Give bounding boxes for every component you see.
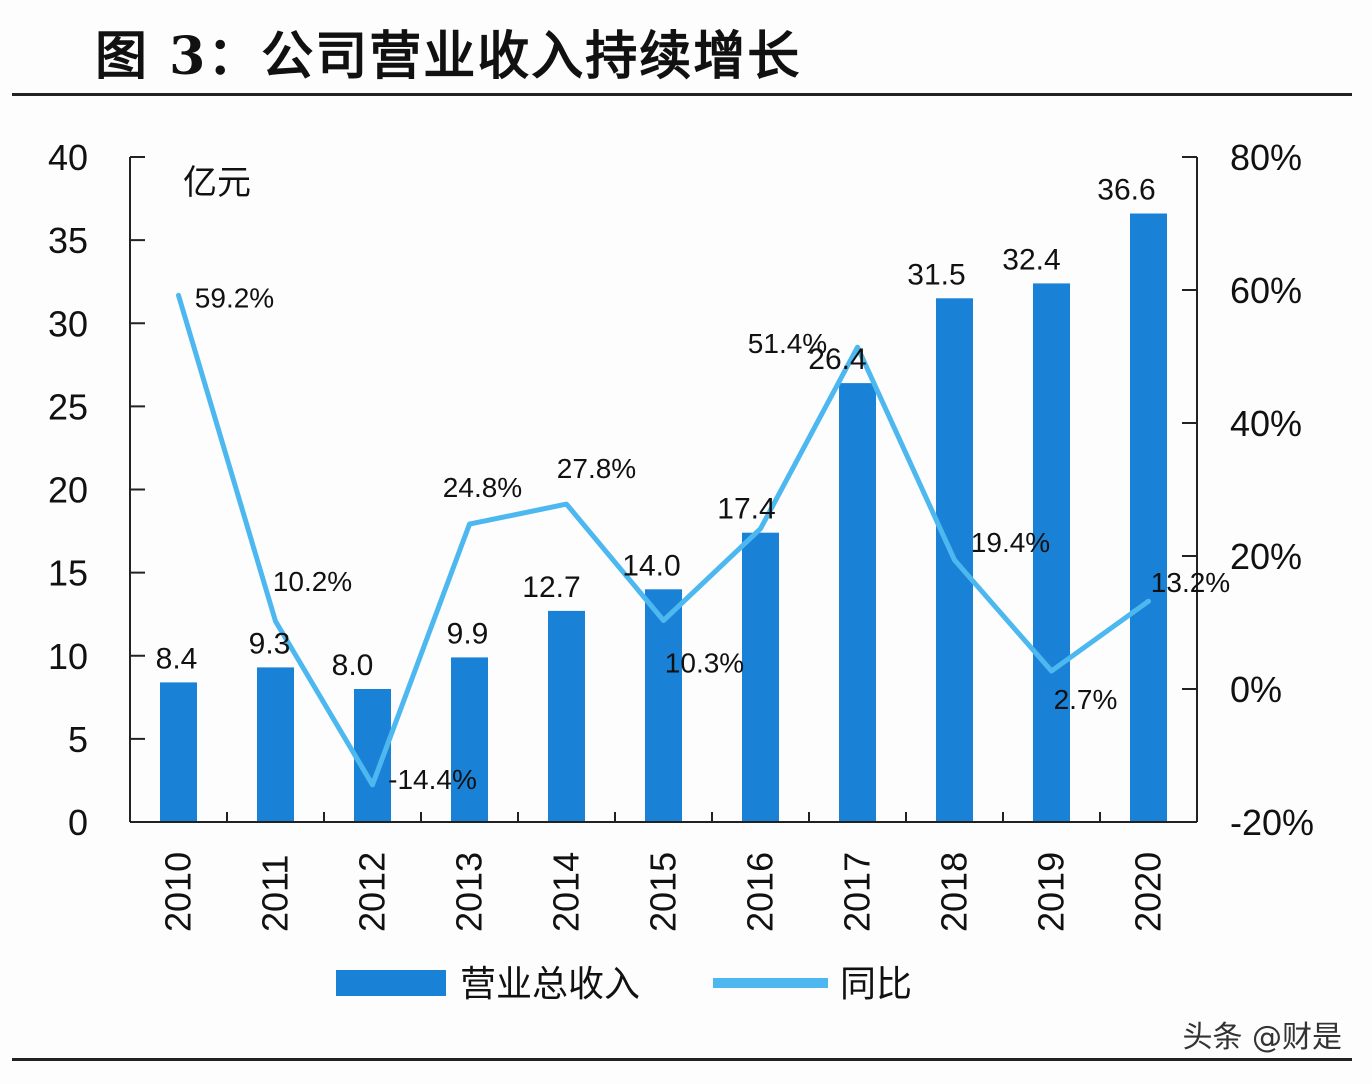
bar-label-2013: 9.9 <box>447 617 489 650</box>
left-tick-label: 30 <box>48 303 88 344</box>
x-tick-label-2017: 2017 <box>837 852 878 932</box>
bar-label-2019: 32.4 <box>1002 243 1060 276</box>
watermark: 头条 @财是 <box>1182 1020 1342 1055</box>
bar-label-2015: 14.0 <box>622 549 680 582</box>
x-tick-label-2011: 2011 <box>255 855 296 932</box>
left-tick-label: 10 <box>48 636 88 677</box>
x-tick-label-2010: 2010 <box>158 852 199 932</box>
page-title: 图 3：公司营业收入持续增长 <box>95 26 802 87</box>
axes-group: 0 5 10 15 20 25 30 35 40 -20% 0% 20% 40% 60% 80% 2010 20… <box>48 137 1314 932</box>
right-tick-label: 0% <box>1230 669 1282 710</box>
yoy-label-2018: 19.4% <box>971 527 1050 558</box>
bar-label-2017: 26.4 <box>808 343 866 376</box>
yoy-label-2020: 13.2% <box>1151 567 1230 598</box>
line-group <box>176 292 1151 788</box>
right-tick-label: -20% <box>1230 802 1314 843</box>
left-axis-unit: 亿元 <box>183 164 251 202</box>
yoy-label-2013: 24.8% <box>443 472 522 503</box>
x-tick-label-2012: 2012 <box>352 852 393 932</box>
x-tick-label-2019: 2019 <box>1031 852 1072 932</box>
bar-2017 <box>839 383 876 822</box>
bar-2011 <box>257 667 294 822</box>
right-tick-label: 60% <box>1230 270 1302 311</box>
bar-2016 <box>742 532 779 822</box>
yoy-label-2019: 2.7% <box>1054 684 1118 715</box>
x-tick-label-2020: 2020 <box>1128 852 1169 932</box>
yoy-label-2011: 10.2% <box>273 566 352 597</box>
title-divider <box>12 93 1352 96</box>
bar-2010 <box>160 682 197 822</box>
bar-2013 <box>451 657 488 822</box>
left-tick-label: 25 <box>48 386 88 427</box>
x-tick-label-2018: 2018 <box>934 852 975 932</box>
yoy-label-2015: 10.3% <box>665 648 744 679</box>
right-tick-label: 40% <box>1230 403 1302 444</box>
bar-label-2020: 36.6 <box>1097 174 1155 207</box>
legend-label-yoy: 同比 <box>840 963 912 1004</box>
bar-2020 <box>1130 213 1167 822</box>
legend-swatch-revenue <box>336 970 446 996</box>
x-tick-label-2015: 2015 <box>643 852 684 932</box>
x-tick-label-2014: 2014 <box>546 852 587 932</box>
x-tick-label-2016: 2016 <box>740 852 781 932</box>
left-tick-label: 20 <box>48 470 88 511</box>
yoy-label-2014: 27.8% <box>557 453 636 484</box>
right-tick-label: 80% <box>1230 137 1302 178</box>
yoy-label-2017: 51.4% <box>748 328 827 359</box>
left-tick-label: 0 <box>68 802 88 843</box>
left-tick-label: 40 <box>48 137 88 178</box>
bars-group <box>160 213 1167 823</box>
left-tick-label: 15 <box>48 553 88 594</box>
bar-label-2011: 9.3 <box>249 627 291 660</box>
legend-swatch-yoy <box>713 978 828 988</box>
data-labels-group: 8.4 9.3 8.0 9.9 12.7 14.0 17.4 26.4 31.5 32.4 36.6… <box>156 174 1231 795</box>
bar-label-2010: 8.4 <box>156 642 198 675</box>
bar-2015 <box>645 589 682 823</box>
yoy-label-2010: 59.2% <box>195 282 274 313</box>
bar-label-2018: 31.5 <box>907 258 965 291</box>
bar-2014 <box>548 610 585 822</box>
legend-group: 营业总收入 同比 <box>336 963 912 1004</box>
bar-label-2012: 8.0 <box>332 649 374 682</box>
bar-2019 <box>1033 283 1070 822</box>
bottom-divider <box>12 1058 1352 1061</box>
left-tick-label: 5 <box>68 719 88 760</box>
yoy-label-2012: -14.4% <box>388 764 477 795</box>
right-tick-label: 20% <box>1230 536 1302 577</box>
left-tick-label: 35 <box>48 220 88 261</box>
bar-label-2014: 12.7 <box>522 571 580 604</box>
bar-label-2016: 17.4 <box>717 493 775 526</box>
legend-label-revenue: 营业总收入 <box>460 963 640 1004</box>
x-tick-label-2013: 2013 <box>449 852 490 932</box>
